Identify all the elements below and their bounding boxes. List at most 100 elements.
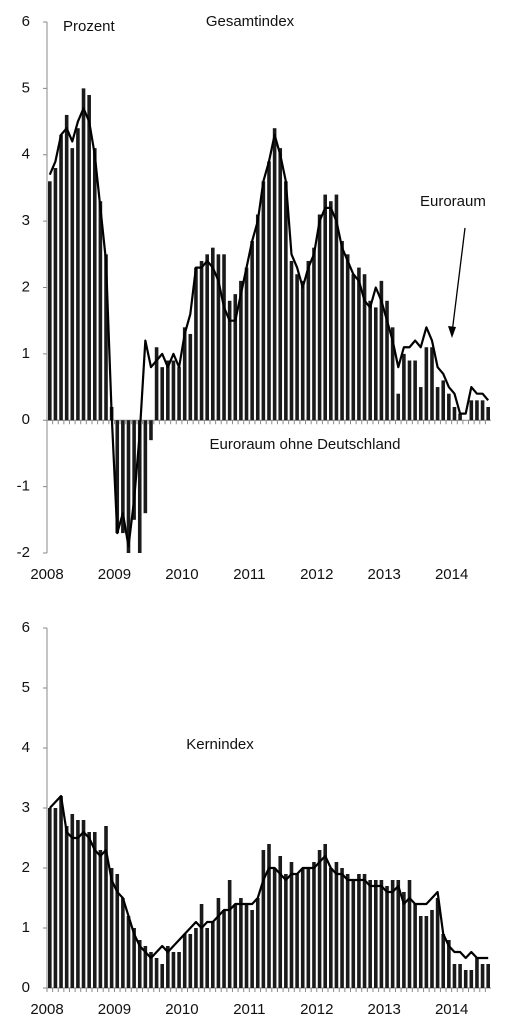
bar [64,114,69,421]
bar [233,904,238,988]
bar [435,387,440,421]
bar [216,898,221,988]
bar [160,964,165,988]
y-tick-label: 5 [22,79,30,96]
bar [300,868,305,988]
bar [424,916,429,988]
bar [379,280,384,421]
bar [239,898,243,988]
bar [48,808,52,988]
bar [390,880,395,988]
bar [402,892,406,988]
bar [188,934,193,988]
bar [362,874,367,988]
bar [98,201,103,421]
bar [227,880,232,988]
bar [92,148,97,421]
bar [81,820,86,988]
bar [154,347,159,421]
bar [205,928,209,988]
bar [121,898,125,988]
x-tick-label: 2010 [165,566,198,583]
x-tick-label: 2009 [98,1001,131,1016]
bar [216,254,221,421]
chart-title: Gesamtindex [206,13,295,30]
bar [351,880,356,988]
bar [81,88,86,421]
bar [70,814,75,988]
label-bg [207,435,403,453]
x-tick-label: 2009 [98,566,131,583]
y-tick-label: 3 [22,212,30,229]
bar [182,327,187,421]
bar [362,274,367,421]
bar [418,387,423,421]
bar [267,161,271,421]
bar [430,347,434,421]
x-tick-label: 2012 [300,1001,333,1016]
bar [171,952,176,988]
bar [76,128,80,421]
bar [104,254,108,421]
bar [227,300,232,421]
bar [329,201,333,421]
bar [413,360,417,421]
bar [171,360,176,421]
x-tick-label: 2014 [435,1001,468,1016]
bar [250,241,254,421]
bar [166,946,170,988]
bar [312,862,316,988]
bar [334,862,339,988]
bar [413,904,417,988]
bar [385,300,389,421]
bar [441,934,446,988]
bar [92,832,97,988]
bar [396,393,401,421]
x-tick-label: 2008 [30,566,63,583]
y-tick-label: 0 [22,979,30,996]
bar [295,274,299,421]
bar [469,400,474,421]
bar [469,970,474,988]
bar [205,254,209,421]
bar [447,940,451,988]
bar [222,910,226,988]
x-tick-label: 2013 [368,566,401,583]
y-tick-label: 6 [22,13,30,30]
bar [149,420,153,441]
bar [199,260,204,421]
y-tick-label: 6 [22,619,30,636]
y-tick-label: 1 [22,919,30,936]
bar [357,267,361,421]
bar [407,880,412,988]
y-tick-label: 1 [22,345,30,362]
x-tick-label: 2010 [165,1001,198,1016]
series-label: Euroraum ohne Deutschland [210,436,401,453]
bar [463,970,468,988]
bar [194,928,198,988]
bar [480,964,485,988]
bar [194,267,198,421]
bar [486,964,490,988]
bar [357,874,361,988]
bar [126,420,131,553]
y-tick-label: 5 [22,679,30,696]
y-tick-label: -2 [17,544,30,561]
bar [154,958,159,988]
bar [373,307,378,421]
bar [87,832,91,988]
y-tick-label: 0 [22,411,30,428]
bar [306,868,311,988]
bar [368,880,372,988]
bar [166,360,170,421]
bar [76,820,80,988]
bar [340,241,344,421]
bar [486,406,490,421]
y-tick-label: -1 [17,478,30,495]
bar [267,844,271,988]
bar [317,214,322,421]
bar [345,874,350,988]
bar [452,406,457,421]
